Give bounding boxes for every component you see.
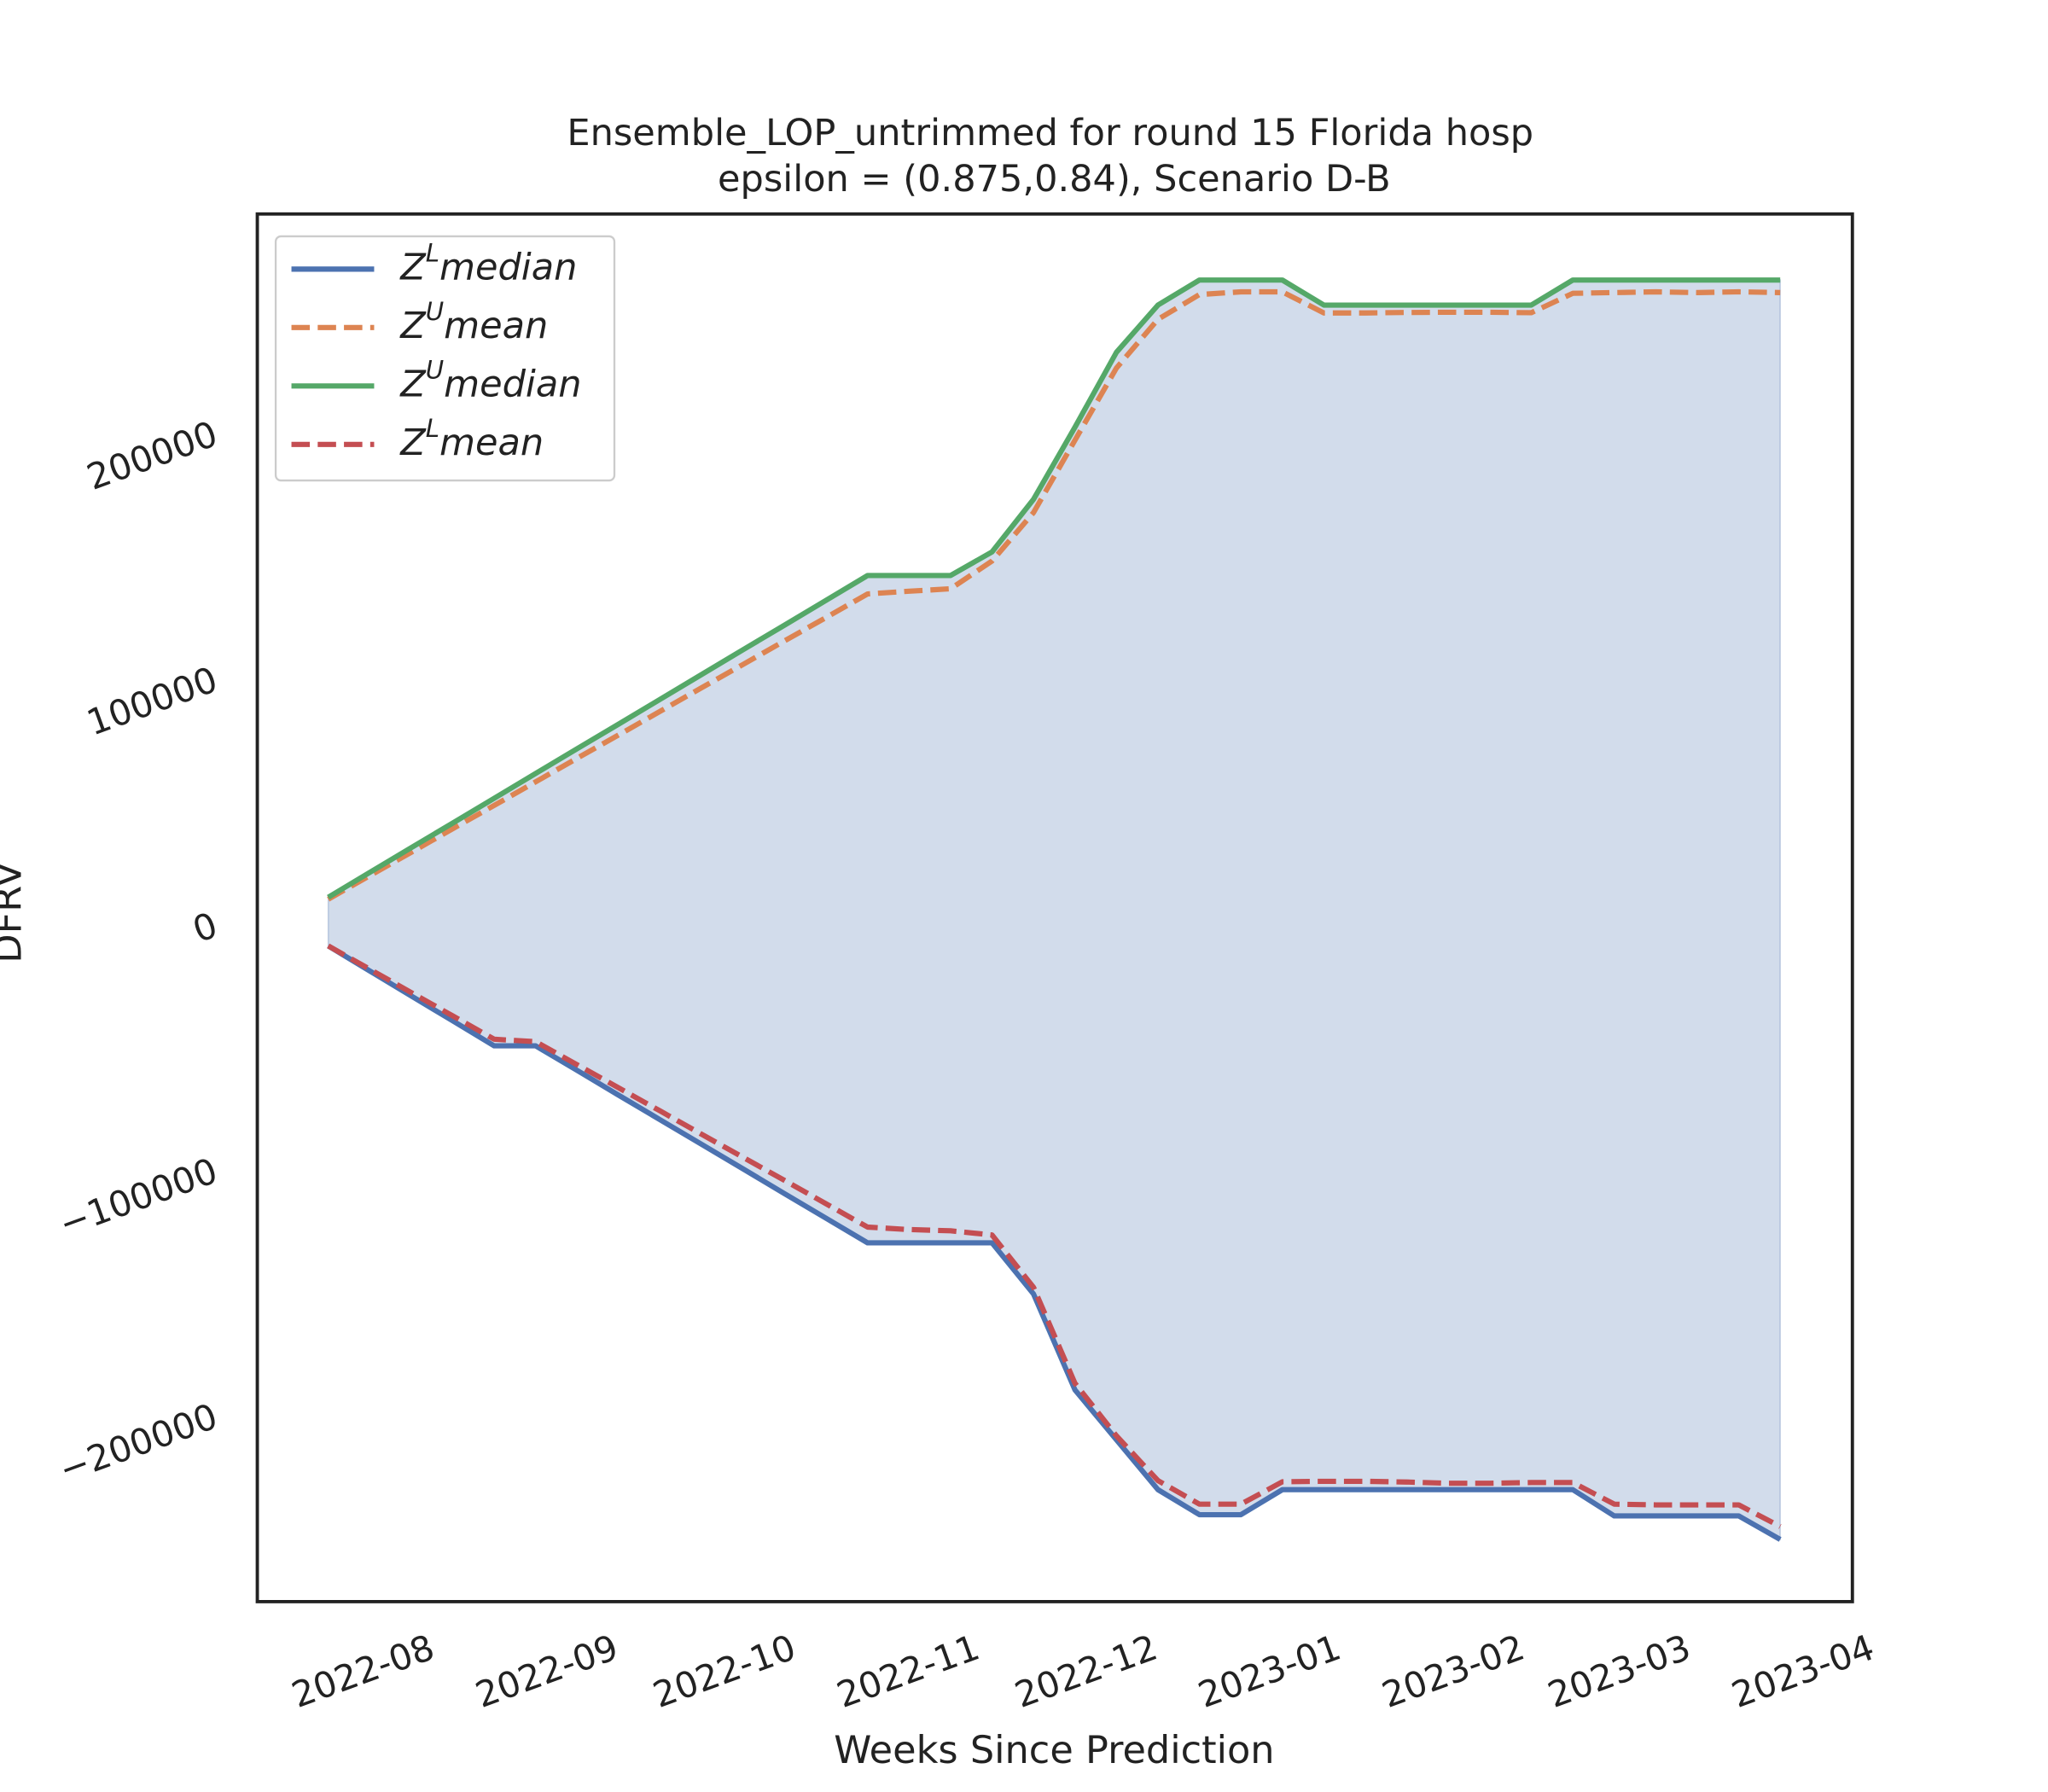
legend-box (274, 235, 616, 482)
legend-label: ZLmean (399, 414, 544, 463)
chart-title: Ensemble_LOP_untrimmed for round 15 Flor… (567, 112, 1533, 154)
series-line (327, 277, 1781, 900)
legend-label: ZUmean (399, 297, 548, 346)
series-line (327, 943, 1782, 1542)
x-tick-label: 2023-03 (1542, 1626, 1696, 1716)
y-tick-label: 0 (187, 904, 223, 951)
series-line (327, 288, 1781, 902)
y-tick-label: 200000 (81, 412, 223, 497)
legend-label: ZLmedian (399, 238, 577, 288)
x-tick-label: 2023-01 (1193, 1626, 1347, 1716)
x-tick-label: 2022-11 (831, 1626, 985, 1716)
y-tick-label: −100000 (54, 1149, 223, 1245)
legend-label: ZUmedian (399, 355, 581, 404)
chart-subtitle: epsilon = (0.875,0.84), Scenario D-B (718, 158, 1391, 201)
x-tick-label: 2022-12 (1009, 1626, 1163, 1716)
series-line (327, 943, 1782, 1529)
x-axis-label: Weeks Since Prediction (834, 1728, 1274, 1772)
x-tick-label: 2022-08 (286, 1626, 439, 1716)
x-tick-label: 2023-04 (1726, 1626, 1880, 1716)
x-tick-label: 2022-10 (648, 1626, 801, 1716)
y-axis-label: DFRV (0, 861, 30, 963)
x-tick-label: 2023-02 (1376, 1626, 1530, 1716)
y-tick-label: −200000 (54, 1395, 223, 1491)
plot-frame (255, 212, 1854, 1603)
x-tick-label: 2022-09 (470, 1626, 624, 1716)
legend: ZLmedian ZUmean ZUmedian ZLmean (274, 235, 616, 482)
y-tick-label: 100000 (81, 658, 223, 743)
